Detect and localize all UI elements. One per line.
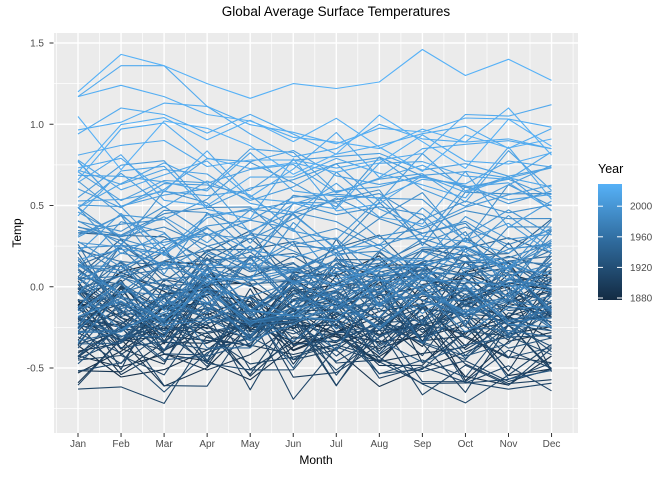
series-line-2012 [77,151,552,210]
series-line-1967 [77,258,552,318]
legend-title: Year [598,162,624,176]
series-line-1994 [77,202,552,268]
series-line-1965 [77,272,552,334]
series-line-1977 [77,226,552,289]
series-line-1894 [77,301,552,377]
legend-tick-label: 1960 [630,232,653,243]
series-line-2020 [77,84,552,156]
x-tick-label: Oct [458,439,474,450]
legend-tick-marks [598,205,622,299]
series-line-2019 [77,102,552,145]
x-tick-label: Apr [199,439,215,450]
series-line-1989 [77,211,552,275]
series-line-1976 [77,277,552,328]
y-tick-label: -0.5 [27,364,45,375]
series-line-1928 [77,287,552,357]
series-line-1903 [77,302,552,385]
chart-title: Global Average Surface Temperatures [221,4,451,19]
x-tick-label: Aug [370,439,388,450]
axis-tick-labels: 1.5 1.0 0.5 0.0 -0.5 Jan Feb Mar Apr May Jun Jul Aug… [27,39,561,451]
series-line-2010 [77,152,552,199]
series-line-1984 [77,232,552,292]
x-tick-label: Sep [414,439,432,450]
y-tick-label: 0.0 [30,282,44,293]
series-line-1920 [77,303,552,359]
legend-tick-label: 1880 [630,294,653,305]
series-line-1985 [77,238,552,287]
series-line-1999 [77,197,552,254]
series-line-1919 [77,312,552,361]
x-tick-label: Jul [330,439,343,450]
legend-tick-label: 2000 [630,202,653,213]
series-line-1970 [77,256,552,309]
y-axis-title: Temp [10,218,24,248]
series-line-1986 [77,227,552,275]
series-line-1978 [77,243,552,307]
series-line-1995 [77,193,552,247]
series-line-2021 [77,117,552,173]
x-tick-label: Feb [112,439,130,450]
series-line-2018 [77,122,552,181]
series-line-1969 [77,265,552,309]
x-tick-label: Nov [500,439,518,450]
legend-tick-labels: 2000 1960 1920 1880 [630,202,653,305]
series-line-1959 [77,246,552,318]
series-line-1942 [77,241,552,311]
y-tick-label: 1.0 [30,120,44,131]
series-line-2009 [77,162,552,211]
series-line-2005 [77,148,552,207]
legend-colorbar [598,184,622,300]
series-line-1956 [77,293,552,332]
series-line-2023 [77,48,552,99]
series-line-1996 [77,215,552,261]
series-line-1971 [77,281,552,333]
series-line-1943 [77,253,552,308]
x-tick-label: Dec [543,439,561,450]
series-line-2008 [77,167,552,225]
series-line-1988 [77,189,552,254]
x-tick-label: May [241,439,260,450]
series-line-2017 [77,107,552,155]
series-line-1966 [77,264,552,329]
x-axis-title: Month [299,453,333,467]
series-lines [77,48,552,404]
series-line-1954 [77,273,552,343]
series-line-2022 [77,114,552,175]
x-tick-label: Jun [285,439,301,450]
series-line-2001 [77,171,552,231]
series-line-1913 [77,303,552,384]
legend-tick-label: 1920 [630,263,653,274]
series-line-1909 [77,334,552,404]
series-line-1975 [77,262,552,321]
series-line-2000 [77,207,552,257]
y-tick-label: 1.5 [30,39,44,50]
x-tick-label: Jan [70,439,86,450]
axis-tick-marks [49,42,553,437]
x-tick-label: Mar [155,439,173,450]
series-line-2014 [77,131,552,198]
series-line-1974 [77,268,552,331]
series-line-1961 [77,246,552,310]
series-line-1911 [77,316,552,390]
y-tick-label: 0.5 [30,201,44,212]
series-line-2016 [77,65,552,158]
